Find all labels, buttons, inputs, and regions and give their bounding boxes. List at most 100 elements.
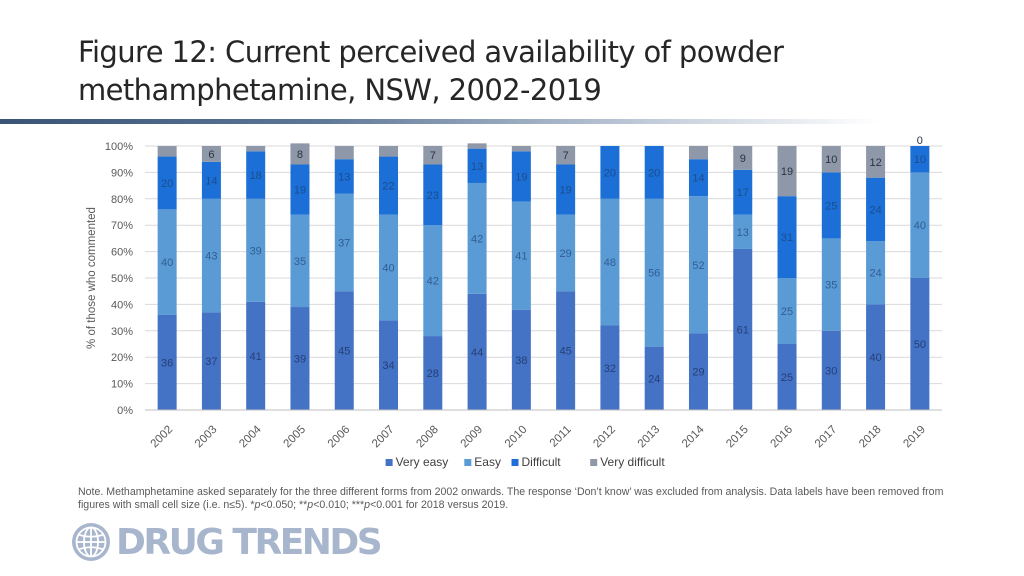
bar-segment <box>290 214 310 308</box>
x-tick-label: 2014 <box>680 423 707 450</box>
chart-note: Note. Methamphetamine asked separately f… <box>78 486 944 511</box>
bar-segment <box>379 320 399 410</box>
y-tick-label: 100% <box>105 141 133 153</box>
bar-segment <box>777 196 797 278</box>
x-tick-label: 2018 <box>857 424 884 451</box>
bar-segment <box>910 172 930 278</box>
data-label: 13 <box>338 171 350 183</box>
bar-segment <box>423 164 443 226</box>
data-label: 43 <box>205 251 217 263</box>
bar-segment <box>821 146 841 173</box>
globe-icon <box>72 523 110 561</box>
bar-segment <box>379 214 399 321</box>
drug-trends-logo: DRUG TRENDS <box>70 520 383 564</box>
x-tick-label: 2011 <box>548 424 574 450</box>
y-tick-label: 0% <box>117 405 133 417</box>
bar-segment <box>600 325 620 410</box>
data-label: 12 <box>869 157 881 169</box>
x-tick-label: 2013 <box>636 424 663 451</box>
bar-segment <box>246 198 266 302</box>
bar-segment <box>334 146 354 160</box>
x-tick-label: 2017 <box>813 424 840 451</box>
bar-segment <box>688 159 708 197</box>
data-label: 6 <box>208 149 214 161</box>
bar-segment <box>290 143 310 165</box>
data-label: 45 <box>338 346 350 358</box>
x-tick-label: 2019 <box>901 424 928 451</box>
data-label: 40 <box>161 257 173 269</box>
bar-segment <box>467 182 487 294</box>
x-tick-label: 2008 <box>414 424 441 451</box>
x-tick-label: 2012 <box>591 424 618 451</box>
bar-segment <box>511 309 531 410</box>
page-title: Figure 12: Current perceived availabilit… <box>78 35 784 107</box>
bar-segment <box>246 146 266 152</box>
bar-segment <box>556 291 576 410</box>
data-label: 10 <box>914 154 926 166</box>
bar-segment <box>733 214 753 249</box>
bar-segment <box>910 146 930 173</box>
stacked-bar-chart: 0% 10% 20% 30% 40% 50% 60% 70% 80% 90% 100% % of th… <box>86 135 942 469</box>
x-tick-label: 2010 <box>503 424 530 451</box>
data-label: 32 <box>604 363 616 375</box>
data-label: 7 <box>563 150 569 162</box>
legend-swatch <box>464 459 472 466</box>
bar-segment <box>644 198 664 347</box>
bar-segment <box>511 151 531 202</box>
y-axis-title: % of those who commented <box>86 207 98 349</box>
bar-segment <box>201 312 221 410</box>
bar-segment <box>688 333 708 410</box>
data-label: 23 <box>427 190 439 202</box>
y-tick-label: 20% <box>111 352 133 364</box>
data-label: 20 <box>604 167 616 179</box>
bar-segment <box>556 146 576 165</box>
data-label: 40 <box>914 220 926 232</box>
data-label: 42 <box>427 276 439 288</box>
data-label: 14 <box>205 175 217 187</box>
data-label: 0 <box>917 135 923 147</box>
bar-segment <box>334 159 354 194</box>
data-label: 52 <box>692 260 704 272</box>
data-label: 24 <box>869 204 881 216</box>
bar-segment <box>157 146 177 157</box>
x-tick-label: 2016 <box>769 424 796 451</box>
bar-segment <box>423 336 443 410</box>
y-tick-label: 60% <box>111 247 133 259</box>
bar-segment <box>556 164 576 215</box>
data-label: 29 <box>560 248 572 260</box>
legend-label: Very easy <box>396 455 449 469</box>
bar-segment <box>600 146 620 199</box>
logo-text: DRUG TRENDS <box>116 521 383 563</box>
y-tick-label: 70% <box>111 220 133 232</box>
data-label: 50 <box>914 339 926 351</box>
x-tick-label: 2004 <box>237 423 264 450</box>
data-label: 41 <box>250 351 262 363</box>
data-label: 41 <box>515 251 527 263</box>
bar-segment <box>777 146 797 197</box>
bar-segment <box>423 146 443 165</box>
data-label: 42 <box>471 233 483 245</box>
bar-segment <box>556 214 576 292</box>
bar-segment <box>290 164 310 215</box>
data-label: 37 <box>338 237 350 249</box>
bar-segment <box>467 148 487 183</box>
title-underline <box>0 119 880 124</box>
data-label: 35 <box>825 280 837 292</box>
data-label: 34 <box>382 360 394 372</box>
legend-label: Very difficult <box>600 455 665 469</box>
bar-segment <box>511 201 531 310</box>
bar-segment <box>866 241 886 305</box>
bar-segment <box>423 225 443 337</box>
data-label: 31 <box>781 232 793 244</box>
bar-segment <box>821 330 841 410</box>
bar-segment <box>733 248 753 410</box>
y-tick-label: 10% <box>111 379 133 391</box>
data-label: 48 <box>604 257 616 269</box>
data-label: 61 <box>737 324 749 336</box>
bar-segment <box>821 172 841 239</box>
data-label: 13 <box>737 227 749 239</box>
y-tick-label: 30% <box>111 326 133 338</box>
bar-segment <box>866 146 886 178</box>
bar-segment <box>777 278 797 344</box>
y-tick-label: 40% <box>111 299 133 311</box>
